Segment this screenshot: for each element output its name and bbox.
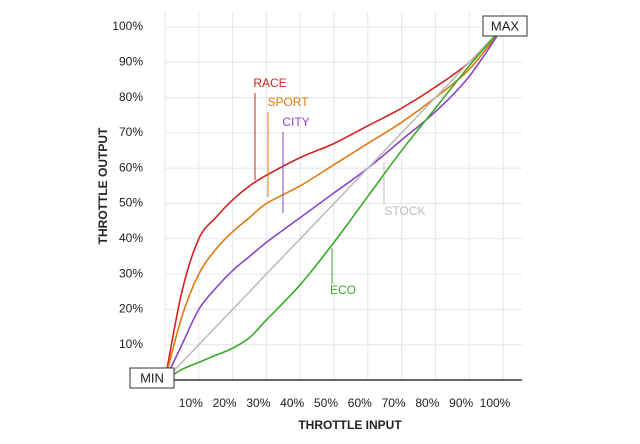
x-axis-label: THROTTLE INPUT [298,418,402,432]
min-label-box [129,367,175,389]
series-label: SPORT [267,95,309,109]
y-tick-label: 70% [119,125,143,139]
y-tick-label: 40% [119,231,143,245]
series-label: RACE [253,76,286,90]
x-tick-label: 70% [382,396,406,410]
x-tick-label: 10% [179,396,203,410]
series-label: STOCK [384,204,425,218]
max-label-text: MAX [491,18,520,33]
y-tick-label: 10% [119,337,143,351]
x-tick-label: 100% [480,396,511,410]
y-tick-label: 20% [119,302,143,316]
series-line [164,26,504,381]
y-tick-label: 50% [119,196,143,210]
x-tick-label: 50% [314,396,338,410]
x-tick-label: 90% [449,396,473,410]
x-tick-label: 20% [213,396,237,410]
series-label: CITY [282,115,309,129]
x-tick-label: 30% [246,396,270,410]
y-tick-label: 90% [119,54,143,68]
series-line [164,26,504,381]
y-axis-label: THROTTLE OUTPUT [96,127,110,244]
y-tick-label: 30% [119,266,143,280]
min-label-text: MIN [140,370,164,385]
series-line [164,26,504,381]
y-tick-label: 80% [119,90,143,104]
y-tick-label: 100% [112,19,143,33]
y-tick-label: 60% [119,160,143,174]
x-tick-label: 60% [348,396,372,410]
series-line [164,26,504,381]
x-tick-label: 40% [280,396,304,410]
max-label-box [482,15,528,37]
series-label: ECO [330,283,356,297]
x-tick-label: 80% [415,396,439,410]
